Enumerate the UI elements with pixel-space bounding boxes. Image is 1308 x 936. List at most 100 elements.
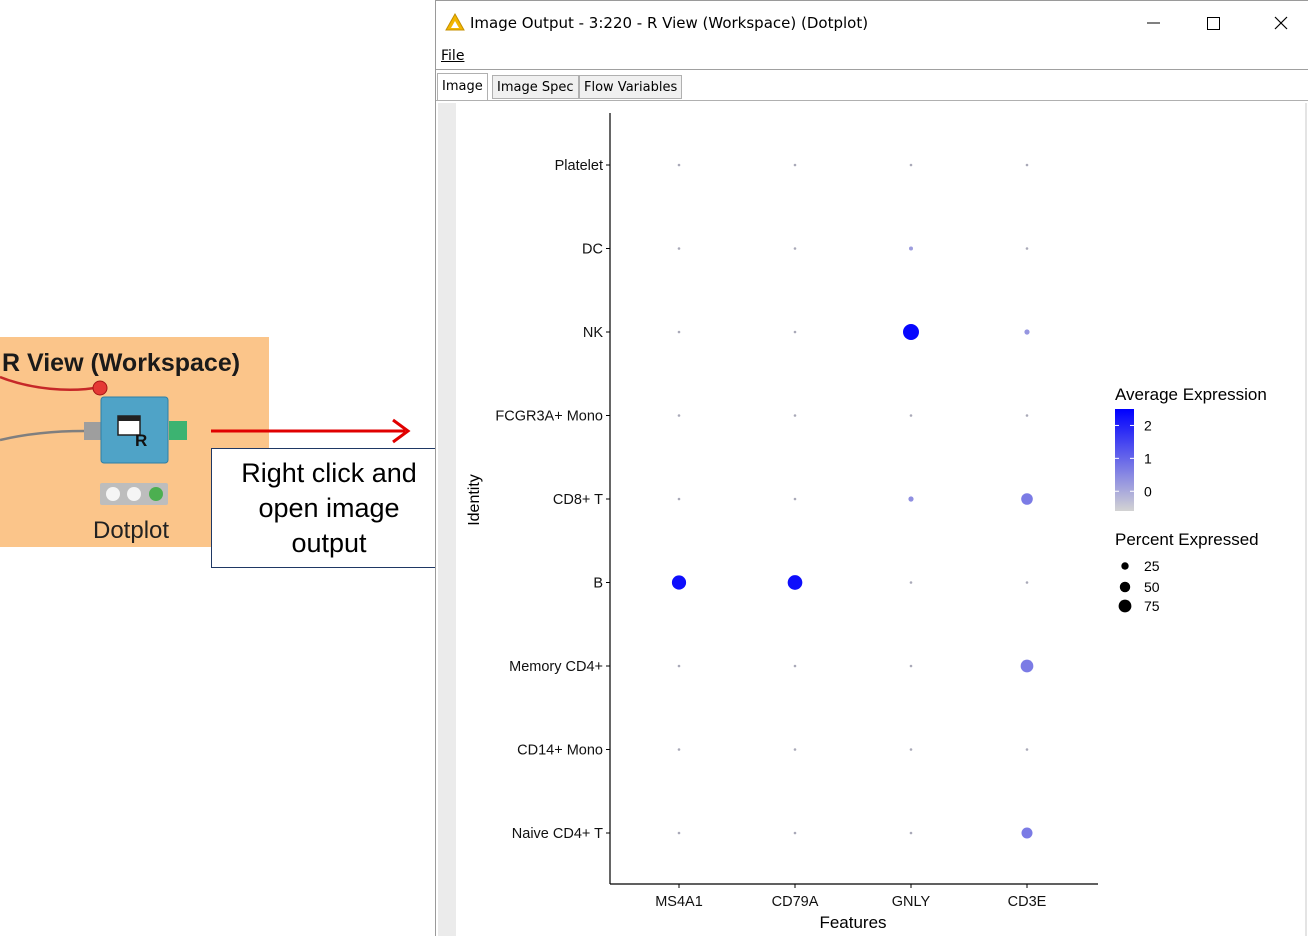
colorbar-tick-label: 1: [1144, 450, 1152, 466]
input-connection-wire: [0, 375, 101, 391]
dot-nk-gnly: [903, 324, 919, 340]
y-tick-label: FCGR3A+ Mono: [495, 409, 603, 425]
tab-image-spec[interactable]: Image Spec: [492, 75, 579, 99]
maximize-icon: [1207, 17, 1220, 30]
image-output-window: Image Output - 3:220 - R View (Workspace…: [435, 0, 1308, 936]
y-axis-label: Identity: [466, 474, 483, 526]
title-bar[interactable]: Image Output - 3:220 - R View (Workspace…: [436, 0, 1308, 44]
flow-variable-port[interactable]: [92, 380, 108, 396]
dot-naive-cd4-t-cd79a: [793, 831, 797, 835]
legend-color-title: Average Expression: [1115, 385, 1267, 404]
dot-nk-cd79a: [793, 330, 797, 334]
output-port[interactable]: [169, 421, 187, 440]
dot-b-cd3e: [1025, 581, 1029, 584]
image-content-area: Platelet DC NK FCGR3A+ Mono CD8+ T B Memory CD…: [438, 103, 1307, 936]
dot-memory-cd4--cd3e: [1020, 659, 1034, 673]
node-graphics: R: [0, 375, 187, 505]
arrow-head-icon: [392, 418, 411, 444]
dot-fcgr3a-mono-gnly: [909, 414, 913, 417]
dot-dc-cd3e: [1025, 247, 1029, 250]
left-gutter: [438, 103, 456, 936]
dot-dc-ms4a1: [677, 247, 681, 250]
callout-arrow: [211, 418, 411, 444]
window-title: Image Output - 3:220 - R View (Workspace…: [470, 14, 869, 32]
dot-naive-cd4-t-cd3e: [1021, 827, 1033, 839]
dot-cd8-t-cd79a: [793, 497, 797, 501]
tab-image[interactable]: Image: [437, 73, 488, 100]
dot-naive-cd4-t-ms4a1: [677, 831, 681, 835]
right-gutter: [1305, 103, 1307, 936]
menu-bar: File: [436, 44, 1308, 68]
tab-divider: [436, 100, 1308, 101]
legend-size-title: Percent Expressed: [1115, 530, 1259, 549]
dot-memory-cd4--gnly: [909, 664, 913, 668]
y-tick-label: Memory CD4+: [509, 659, 603, 675]
y-tick-label: Naive CD4+ T: [512, 826, 603, 842]
dot-cd14-mono-cd3e: [1025, 748, 1029, 751]
menu-divider: [436, 69, 1308, 70]
size-legend-label: 25: [1144, 558, 1160, 574]
colorbar-tick-label: 0: [1144, 483, 1152, 499]
dot-platelet-cd3e: [1025, 163, 1029, 167]
maximize-button[interactable]: [1189, 1, 1249, 45]
tab-strip: Image Image Spec Flow Variables: [436, 73, 1308, 100]
x-tick-label: MS4A1: [655, 894, 703, 910]
dot-memory-cd4--cd79a: [793, 664, 797, 668]
dot-cd14-mono-cd79a: [793, 748, 797, 751]
input-port[interactable]: [84, 422, 101, 440]
dot-b-cd79a: [787, 575, 803, 590]
minimize-button[interactable]: [1129, 1, 1189, 45]
node-label[interactable]: Dotplot: [93, 517, 170, 544]
menu-file[interactable]: File: [441, 48, 465, 64]
data-connection-wire: [0, 429, 85, 442]
x-axis-label: Features: [819, 913, 886, 932]
dot-dc-cd79a: [793, 247, 797, 250]
dot-naive-cd4-t-gnly: [909, 831, 913, 835]
dot-b-gnly: [909, 581, 913, 584]
dot-fcgr3a-mono-cd3e: [1025, 414, 1029, 417]
colorbar-tick-label: 2: [1144, 417, 1152, 433]
dot-dc-gnly: [908, 246, 914, 251]
minimize-icon: [1147, 22, 1160, 24]
dot-nk-cd3e: [1024, 329, 1030, 335]
dot-platelet-ms4a1: [677, 163, 681, 167]
status-yellow-off: [127, 487, 141, 501]
dot-memory-cd4--ms4a1: [677, 664, 681, 668]
callout-box: Right click and open image output: [211, 448, 447, 568]
dot-cd8-t-gnly: [908, 496, 914, 502]
dot-cd8-t-cd3e: [1021, 493, 1033, 505]
status-green-on: [149, 487, 163, 501]
dot-nk-ms4a1: [677, 330, 681, 334]
y-tick-label: CD14+ Mono: [517, 743, 603, 759]
dot-b-ms4a1: [671, 575, 687, 590]
size-legend-dot: [1118, 599, 1132, 613]
dot-fcgr3a-mono-cd79a: [793, 414, 797, 417]
y-tick-label: CD8+ T: [553, 492, 603, 508]
knime-node-panel: R R View (Workspace) Dotplot: [0, 337, 269, 547]
close-button[interactable]: [1249, 1, 1308, 45]
warning-triangle-icon: [445, 13, 465, 31]
y-tick-label: DC: [582, 242, 603, 258]
r-glyph: R: [135, 431, 147, 450]
y-tick-label: Platelet: [555, 158, 603, 174]
tab-flow-variables[interactable]: Flow Variables: [579, 75, 683, 99]
x-tick-label: CD3E: [1008, 894, 1047, 910]
callout-text: Right click and open image output: [241, 457, 417, 558]
size-legend-dot: [1121, 562, 1129, 570]
size-legend-label: 75: [1144, 598, 1160, 614]
dot-platelet-gnly: [909, 163, 913, 167]
dot-cd8-t-ms4a1: [677, 497, 681, 501]
x-tick-label: GNLY: [892, 894, 931, 910]
status-red-off: [106, 487, 120, 501]
node-title: R View (Workspace): [2, 349, 241, 377]
x-tick-label: CD79A: [772, 894, 819, 910]
y-tick-label: NK: [583, 325, 603, 341]
dot-fcgr3a-mono-ms4a1: [677, 414, 681, 417]
colorbar: [1115, 409, 1134, 511]
y-tick-label: B: [593, 576, 603, 592]
size-legend-label: 50: [1144, 579, 1160, 595]
dotplot-chart: Platelet DC NK FCGR3A+ Mono CD8+ T B Memory CD…: [466, 113, 1267, 932]
close-icon: [1274, 16, 1288, 30]
dot-cd14-mono-ms4a1: [677, 748, 681, 751]
dot-platelet-cd79a: [793, 163, 797, 167]
